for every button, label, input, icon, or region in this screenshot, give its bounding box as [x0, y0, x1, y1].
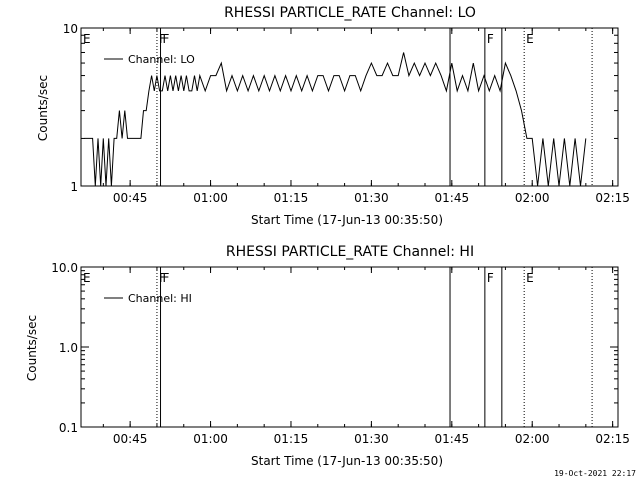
panel-hi-channel: RHESSI PARTICLE_RATE Channel: HI Counts/… [25, 244, 630, 468]
event-marker-label: E [526, 32, 534, 46]
x-tick-label: 01:30 [354, 191, 389, 205]
y-tick-label: 10.0 [51, 261, 78, 275]
plot-frame [80, 27, 619, 187]
x-axis-label: Start Time (17-Jun-13 00:35:50) [251, 213, 443, 227]
event-marker-label: F [163, 271, 170, 285]
x-tick-label: 01:30 [354, 432, 389, 446]
panel-lo-channel: RHESSI PARTICLE_RATE Channel: LO Counts/… [36, 5, 630, 227]
x-tick-label: 01:45 [435, 432, 470, 446]
event-marker-label: F [487, 271, 494, 285]
plot-frame [80, 266, 619, 428]
x-tick-label: 00:45 [113, 432, 148, 446]
timestamp-footer: 19-Oct-2021 22:17 [554, 469, 636, 478]
event-marker-label: F [159, 32, 166, 46]
y-tick-label: 1.0 [59, 341, 78, 355]
panel-title: RHESSI PARTICLE_RATE Channel: HI [226, 244, 474, 260]
x-tick-label: 01:15 [274, 191, 309, 205]
x-tick-label: 00:45 [113, 191, 148, 205]
event-marker-label: F [163, 32, 170, 46]
x-tick-label: 01:15 [274, 432, 309, 446]
legend-label: Channel: HI [128, 292, 192, 305]
x-tick-label: 02:15 [595, 432, 630, 446]
series-line [84, 52, 587, 187]
panel-title: RHESSI PARTICLE_RATE Channel: LO [224, 5, 476, 21]
y-tick-label: 1 [70, 180, 78, 194]
y-tick-label: 10 [63, 22, 78, 36]
x-axis-label: Start Time (17-Jun-13 00:35:50) [251, 454, 443, 468]
x-tick-label: 01:45 [435, 191, 470, 205]
y-axis-label: Counts/sec [36, 75, 50, 141]
legend-label: Channel: LO [128, 53, 195, 66]
x-tick-label: 01:00 [193, 191, 228, 205]
event-marker-label: F [159, 271, 166, 285]
x-tick-label: 02:15 [595, 191, 630, 205]
x-tick-label: 02:00 [515, 191, 550, 205]
event-marker-label: E [83, 271, 91, 285]
event-marker-label: F [487, 32, 494, 46]
y-axis-label: Counts/sec [25, 315, 39, 381]
x-tick-label: 02:00 [515, 432, 550, 446]
event-marker-label: E [83, 32, 91, 46]
y-tick-label: 0.1 [59, 421, 78, 435]
event-marker-label: E [526, 271, 534, 285]
x-tick-label: 01:00 [193, 432, 228, 446]
